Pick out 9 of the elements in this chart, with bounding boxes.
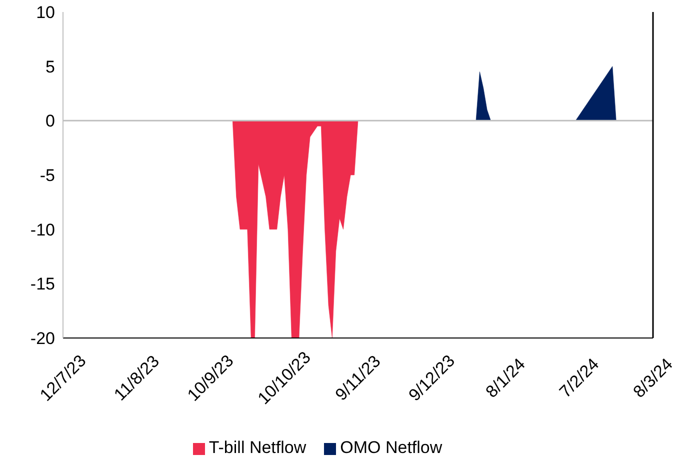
y-tick-label: -15 bbox=[30, 274, 55, 294]
y-tick-label: -20 bbox=[30, 329, 55, 348]
legend-label: T-bill Netflow bbox=[208, 438, 306, 457]
y-tick-label: 5 bbox=[46, 57, 55, 76]
y-tick-label: -5 bbox=[40, 166, 55, 186]
y-tick-label: -10 bbox=[30, 220, 55, 240]
y-tick-label: 10 bbox=[36, 3, 55, 22]
legend-label: OMO Netflow bbox=[340, 438, 442, 457]
y-tick-label: 0 bbox=[46, 112, 55, 131]
